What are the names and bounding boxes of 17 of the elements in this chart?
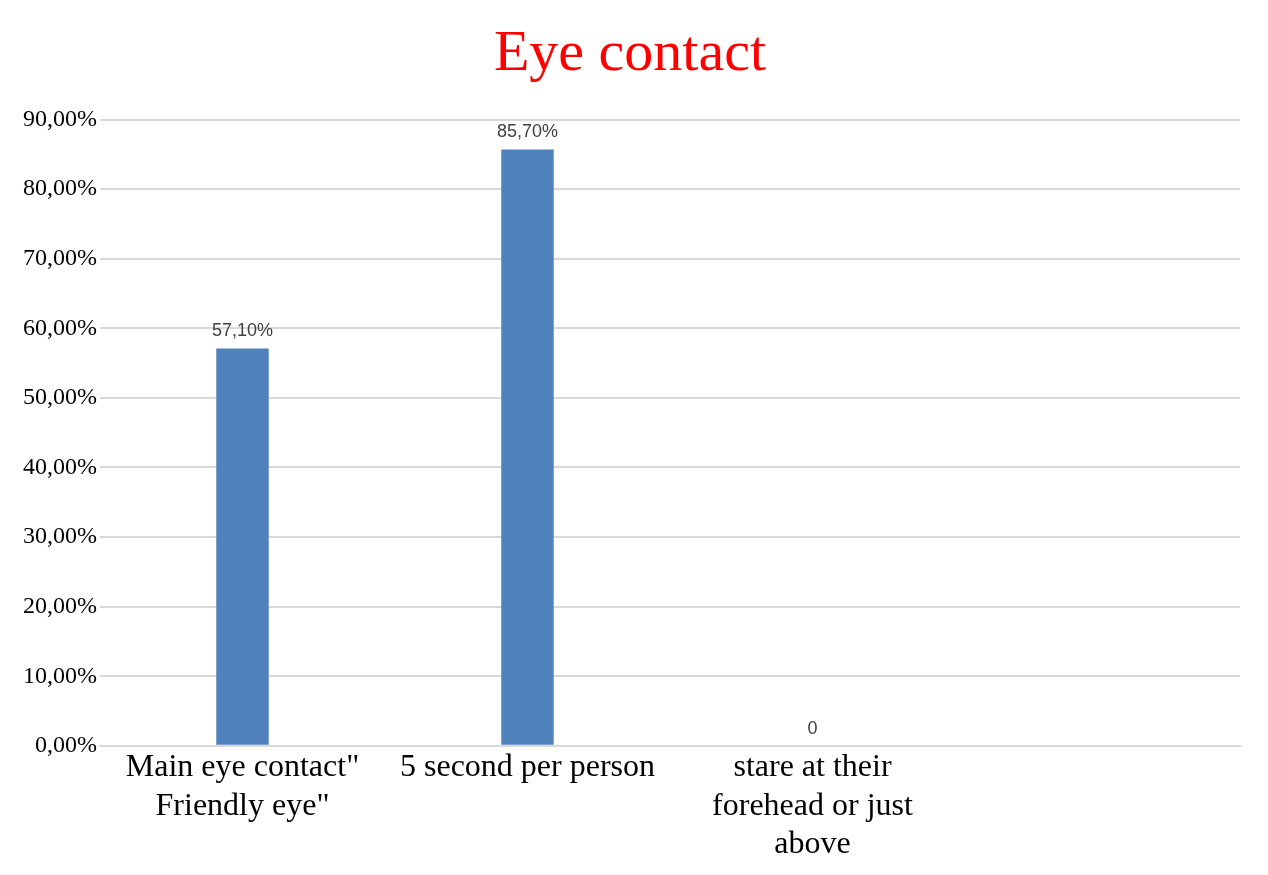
y-tick-label: 10,00% — [22, 661, 97, 688]
data-label: 57,10% — [211, 320, 274, 341]
y-tick-label: 20,00% — [22, 591, 97, 618]
y-tick-label: 80,00% — [22, 174, 97, 201]
data-label: 85,70% — [496, 121, 559, 142]
data-label: 0 — [807, 717, 818, 738]
y-tick-label: 0,00% — [34, 731, 97, 758]
y-tick-label: 60,00% — [22, 313, 97, 340]
y-tick-label: 50,00% — [22, 383, 97, 410]
y-tick-label: 90,00% — [22, 104, 97, 131]
x-tick-label: stare at their forehead or just above — [712, 747, 914, 861]
y-tick-label: 40,00% — [22, 452, 97, 479]
x-tick-label: Main eye contact" Friendly eye" — [125, 747, 360, 822]
chart-title: Eye contact — [493, 18, 767, 84]
y-tick-label: 30,00% — [22, 522, 97, 549]
x-tick-label: 5 second per person — [399, 747, 656, 784]
y-tick-label: 70,00% — [22, 244, 97, 271]
